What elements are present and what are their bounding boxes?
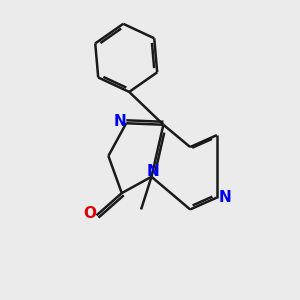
Text: O: O bbox=[83, 206, 97, 221]
Text: N: N bbox=[147, 164, 159, 179]
Text: N: N bbox=[113, 114, 126, 129]
Text: N: N bbox=[219, 190, 232, 205]
